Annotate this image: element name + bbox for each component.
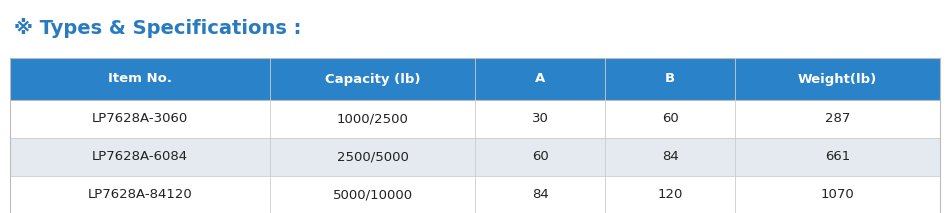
Text: Item No.: Item No. — [108, 72, 172, 85]
Text: Capacity (lb): Capacity (lb) — [325, 72, 421, 85]
Text: ※ Types & Specifications :: ※ Types & Specifications : — [14, 18, 301, 38]
Bar — [10, 100, 940, 138]
Text: LP7628A-84120: LP7628A-84120 — [87, 189, 193, 201]
Text: 287: 287 — [825, 112, 850, 125]
Text: 84: 84 — [662, 151, 678, 164]
Bar — [10, 176, 940, 213]
Text: LP7628A-6084: LP7628A-6084 — [92, 151, 188, 164]
Text: Weight(lb): Weight(lb) — [798, 72, 877, 85]
Text: 5000/10000: 5000/10000 — [332, 189, 412, 201]
Text: 60: 60 — [532, 151, 548, 164]
Text: 60: 60 — [662, 112, 678, 125]
Text: 2500/5000: 2500/5000 — [336, 151, 408, 164]
Text: LP7628A-3060: LP7628A-3060 — [92, 112, 188, 125]
Bar — [10, 138, 940, 176]
Bar — [10, 58, 940, 100]
Text: 1070: 1070 — [821, 189, 855, 201]
Text: 120: 120 — [657, 189, 683, 201]
Text: 84: 84 — [532, 189, 548, 201]
Text: 30: 30 — [532, 112, 548, 125]
Text: 1000/2500: 1000/2500 — [336, 112, 408, 125]
Text: 661: 661 — [825, 151, 850, 164]
Text: B: B — [665, 72, 675, 85]
Text: A: A — [535, 72, 545, 85]
